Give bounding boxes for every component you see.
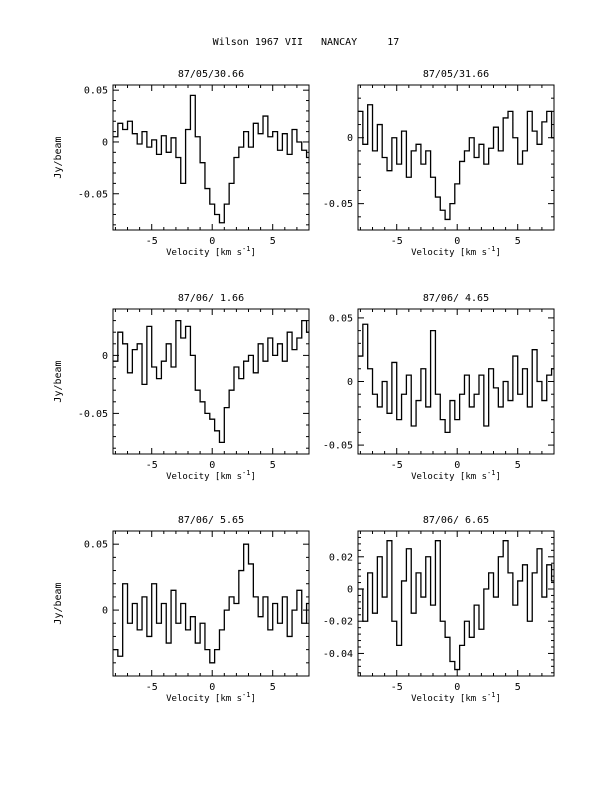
x-tick-label: 5 xyxy=(515,460,521,471)
y-tick-label: 0 xyxy=(347,133,353,144)
panel-title: 87/05/31.66 xyxy=(423,69,489,80)
y-axis-label: Jy/beam xyxy=(53,136,64,178)
y-tick-label: 0 xyxy=(102,606,108,617)
plot-frame xyxy=(112,84,310,231)
x-tick-label: 0 xyxy=(454,460,460,471)
x-tick-label: 5 xyxy=(270,236,276,247)
spectrum-panel: 87/05/31.66 -5 0 5 Velocity [km s-1] -0.05 0 xyxy=(323,69,555,258)
x-tick-label: -5 xyxy=(391,682,403,693)
panel-title: 87/06/ 1.66 xyxy=(178,293,244,304)
x-axis-label: Velocity [km s-1] xyxy=(166,469,256,482)
y-tick-label: 0 xyxy=(347,585,353,596)
panel-title: 87/06/ 4.65 xyxy=(423,293,489,304)
panel-title: 87/05/30.66 xyxy=(178,69,244,80)
x-tick-label: -5 xyxy=(146,236,158,247)
x-tick-label: 0 xyxy=(209,236,215,247)
y-tick-label: 0.05 xyxy=(84,86,108,97)
x-tick-label: -5 xyxy=(146,460,158,471)
y-axis-label: Jy/beam xyxy=(53,360,64,402)
x-tick-label: -5 xyxy=(146,682,158,693)
x-tick-label: 5 xyxy=(515,236,521,247)
plot-frame xyxy=(112,308,310,455)
x-axis-label: Velocity [km s-1] xyxy=(411,691,501,704)
y-tick-label: -0.04 xyxy=(323,649,353,660)
spectrum-panel: 87/05/30.66 -5 0 5 Velocity [km s-1] -0.05 0 0.… xyxy=(53,69,310,258)
x-tick-label: 0 xyxy=(454,236,460,247)
x-tick-label: 0 xyxy=(454,682,460,693)
y-tick-label: -0.05 xyxy=(78,409,108,420)
x-axis-label: Velocity [km s-1] xyxy=(411,245,501,258)
spectrum-series-line xyxy=(113,94,309,224)
spectrum-panel: 87/06/ 6.65 -5 0 5 Velocity [km s-1] -0.04 -0.… xyxy=(323,515,555,704)
x-tick-label: -5 xyxy=(391,236,403,247)
y-tick-label: 0.05 xyxy=(84,540,108,551)
panel-title: 87/06/ 5.65 xyxy=(178,515,244,526)
x-axis-label: Velocity [km s-1] xyxy=(411,469,501,482)
spectrum-series-line xyxy=(358,323,554,434)
spectrum-series-line xyxy=(358,540,554,671)
x-tick-label: 0 xyxy=(209,460,215,471)
y-tick-label: 0.05 xyxy=(329,313,353,324)
panel-title: 87/06/ 6.65 xyxy=(423,515,489,526)
y-tick-label: -0.05 xyxy=(323,199,353,210)
spectrum-panel: 87/06/ 4.65 -5 0 5 Velocity [km s-1] -0.05 0 0.… xyxy=(323,293,555,482)
spectrum-series-line xyxy=(113,543,309,664)
x-tick-label: 5 xyxy=(270,682,276,693)
x-tick-label: -5 xyxy=(391,460,403,471)
spectrum-panel: 87/06/ 1.66 -5 0 5 Velocity [km s-1] -0.05 0 Jy… xyxy=(53,293,310,482)
spectrum-series-line xyxy=(358,104,554,221)
plot-frame xyxy=(357,530,555,677)
y-tick-label: -0.05 xyxy=(323,441,353,452)
x-tick-label: 5 xyxy=(515,682,521,693)
y-tick-label: -0.05 xyxy=(78,189,108,200)
x-axis-label: Velocity [km s-1] xyxy=(166,691,256,704)
x-tick-label: 5 xyxy=(270,460,276,471)
y-tick-label: 0 xyxy=(347,377,353,388)
x-tick-label: 0 xyxy=(209,682,215,693)
y-tick-label: 0 xyxy=(102,137,108,148)
page-title: Wilson 1967 VII NANCAY 17 xyxy=(212,37,400,48)
y-axis-label: Jy/beam xyxy=(53,582,64,624)
x-axis-label: Velocity [km s-1] xyxy=(166,245,256,258)
y-tick-label: 0 xyxy=(102,351,108,362)
y-tick-label: -0.02 xyxy=(323,617,353,628)
plot-frame xyxy=(357,84,555,231)
y-tick-label: 0.02 xyxy=(329,552,353,563)
spectrum-series-line xyxy=(113,319,309,444)
